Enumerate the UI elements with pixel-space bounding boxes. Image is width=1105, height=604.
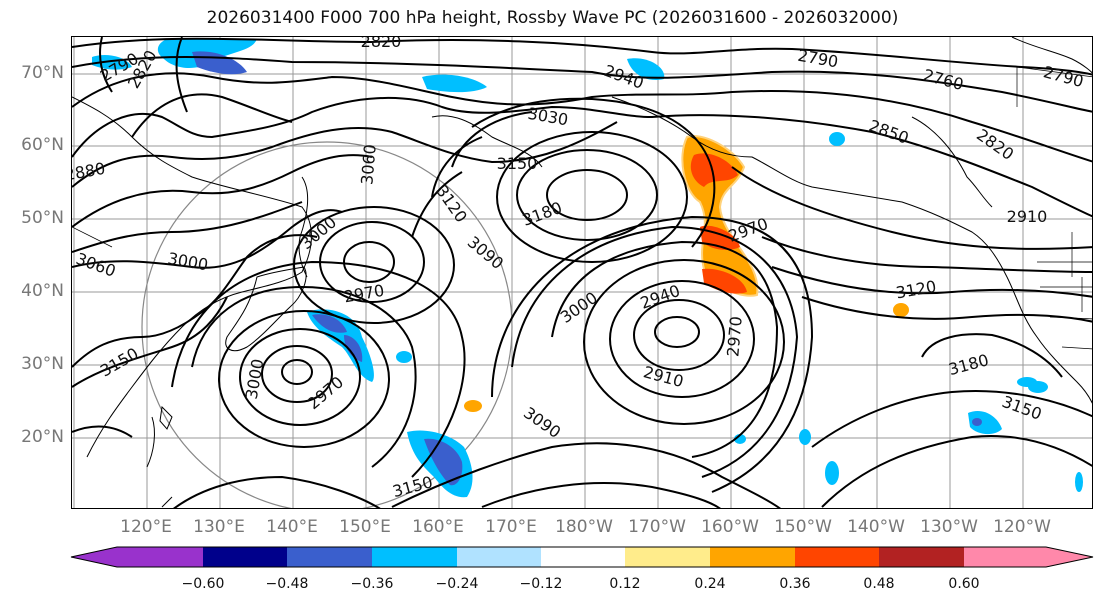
lon-label: 170°W [628,517,686,537]
height-contours [72,37,1092,508]
contour-label: 2820 [361,37,402,51]
colorbar [70,546,1094,568]
lon-label: 160°E [412,517,464,537]
colorbar-segment [625,547,710,567]
lon-label: 130°W [920,517,978,537]
contour-label: 3000 [557,288,601,327]
colorbar-tick: −0.12 [519,576,563,592]
chart-title: 2026031400 F000 700 hPa height, Rossby W… [206,8,899,28]
lon-label: 130°E [193,517,245,537]
anomaly-shading [92,39,1083,498]
contour-label: 3060 [357,143,379,185]
contour-label: 3180 [520,198,565,230]
contour-label: 2910 [641,362,685,391]
lat-label-60n: 60°N [21,135,64,155]
colorbar-tick: 0.36 [779,576,811,592]
map-svg: 2820 2790 2820 2940 2790 2760 2790 2880 … [72,37,1092,508]
colorbar-segment [71,547,117,567]
contour-label: 3150 [497,154,538,173]
colorbar-tick: 0.24 [694,576,726,592]
colorbar-tick: −0.60 [181,576,225,592]
contour-label: 3000 [166,249,209,275]
graticule [72,37,1092,508]
colorbar-segment [964,547,1046,567]
contour-label: 2790 [796,46,839,72]
colorbar-tick: 0.48 [863,576,895,592]
lat-label-40n: 40°N [21,281,64,301]
contour-label: 2790 [1041,62,1085,91]
lon-label: 120°W [993,517,1051,537]
coastlines [72,37,1092,508]
contour-label: 3150 [1000,392,1045,424]
colorbar-segment [457,547,541,567]
lat-label-20n: 20°N [21,427,64,447]
colorbar-segment [117,547,203,567]
contour-label: 2760 [921,65,965,94]
lon-label: 150°W [774,517,832,537]
contour-label: 3180 [946,350,990,379]
radius-circle [141,141,513,508]
lat-label-30n: 30°N [21,354,64,374]
colorbar-segment [710,547,795,567]
lon-label: 180°W [555,517,613,537]
colorbar-segment [795,547,879,567]
lat-label-50n: 50°N [21,208,64,228]
colorbar-tick: −0.48 [265,576,309,592]
colorbar-segment [541,547,625,567]
contour-labels: 2820 2790 2820 2940 2790 2760 2790 2880 … [72,37,1086,501]
colorbar-segment [287,547,372,567]
lon-label: 140°E [266,517,318,537]
colorbar-segment [203,547,287,567]
colorbar-segment [1046,547,1093,567]
colorbar-tick: −0.36 [350,576,394,592]
colorbar-tick: 0.60 [948,576,980,592]
contour-label: 2880 [72,159,107,185]
contour-label: 3090 [520,403,564,442]
lon-label: 160°W [701,517,759,537]
colorbar-segment [879,547,964,567]
contour-label: 3090 [464,232,507,273]
contour-label: 2970 [723,315,745,357]
contour-label: 3060 [74,249,119,281]
lon-label: 150°E [339,517,391,537]
contour-label: 3000 [242,357,268,400]
lon-label: 170°E [485,517,537,537]
contour-label: 2910 [1007,207,1048,226]
lon-label: 140°W [847,517,905,537]
lat-label-70n: 70°N [21,63,64,83]
colorbar-tick: −0.24 [435,576,479,592]
lon-label: 120°E [120,517,172,537]
contour-label: 2850 [867,116,912,148]
contour-label: 2940 [638,281,683,313]
colorbar-segment [372,547,457,567]
map-panel[interactable]: 2820 2790 2820 2940 2790 2760 2790 2880 … [71,36,1093,509]
contour-label: 3150 [97,344,142,381]
colorbar-tick: 0.12 [609,576,641,592]
contour-label: 3120 [894,277,937,303]
contour-label: 2820 [973,125,1017,164]
